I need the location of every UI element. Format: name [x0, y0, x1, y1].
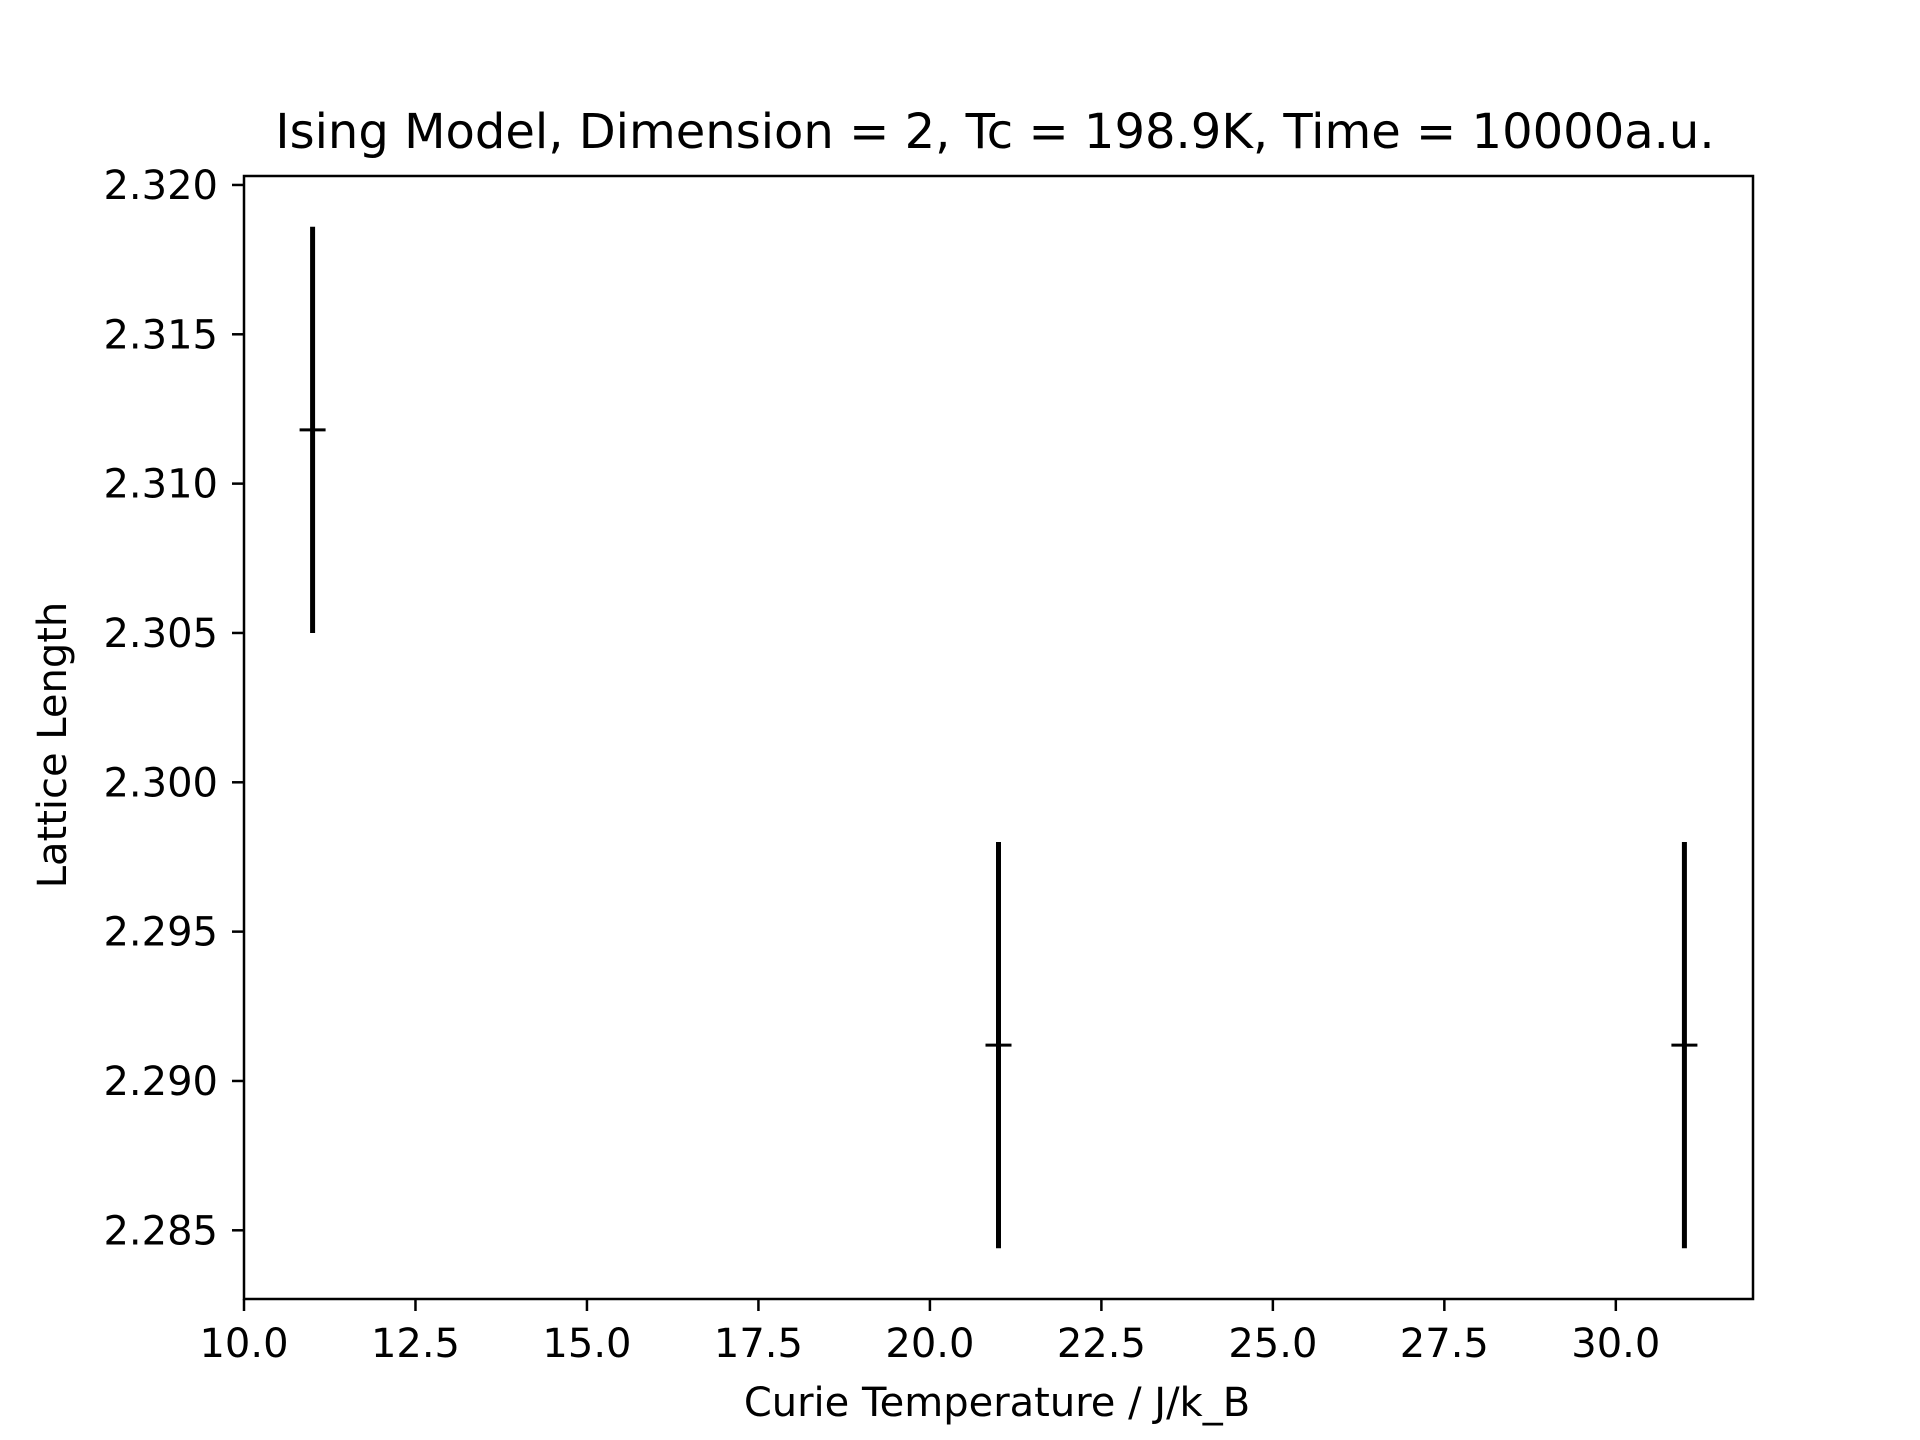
y-tick-label: 2.295 — [103, 910, 218, 956]
y-tick-label: 2.310 — [103, 462, 218, 508]
y-tick-label: 2.300 — [103, 760, 218, 806]
x-tick-label: 15.0 — [542, 1321, 631, 1367]
y-tick-label: 2.315 — [103, 312, 218, 358]
y-tick-label: 2.285 — [103, 1208, 218, 1254]
x-tick-label: 10.0 — [199, 1321, 288, 1367]
plot-area — [299, 226, 1698, 1249]
y-tick-label: 2.320 — [103, 163, 218, 209]
x-tick-label: 22.5 — [1057, 1321, 1146, 1367]
y-axis: 2.285 2.290 2.295 2.300 2.305 2.310 2.315 2.320 — [103, 163, 244, 1254]
plot-frame — [242, 174, 1755, 1301]
x-tick-label: 20.0 — [885, 1321, 974, 1367]
x-tick-label: 30.0 — [1571, 1321, 1660, 1367]
x-axis: 10.0 12.5 15.0 17.5 20.0 22.5 25.0 27.5 30.0 — [199, 1299, 1660, 1367]
y-tick-label: 2.290 — [103, 1059, 218, 1105]
x-axis-label: Curie Temperature / J/k_B — [744, 1380, 1250, 1426]
x-tick-label: 25.0 — [1228, 1321, 1317, 1367]
chart-title: Ising Model, Dimension = 2, Tc = 198.9K,… — [275, 104, 1714, 160]
y-axis-label: Lattice Length — [30, 602, 76, 889]
x-tick-label: 12.5 — [371, 1321, 460, 1367]
x-tick-label: 17.5 — [714, 1321, 803, 1367]
y-tick-label: 2.305 — [103, 611, 218, 657]
x-tick-label: 27.5 — [1400, 1321, 1489, 1367]
